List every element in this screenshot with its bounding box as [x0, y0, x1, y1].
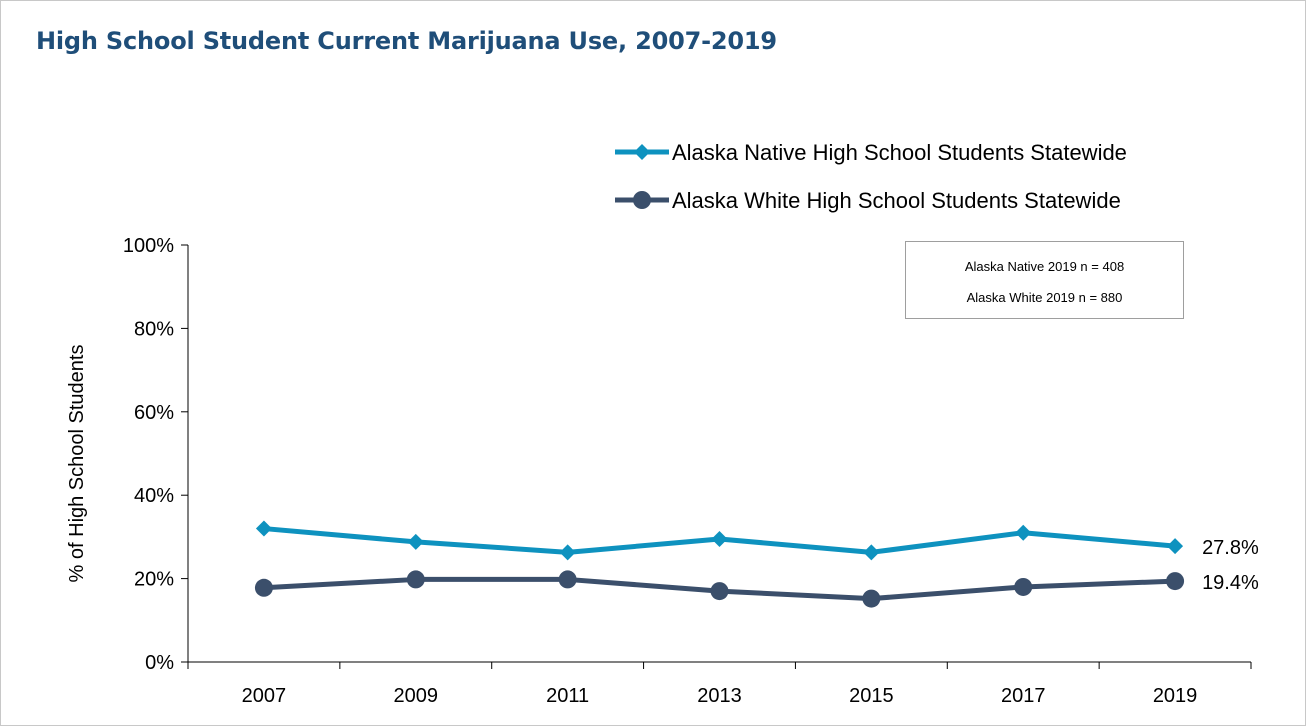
y-tick-label: 60%: [134, 402, 174, 424]
data-point: [559, 570, 577, 588]
note-line-native: Alaska Native 2019 n = 408: [906, 259, 1183, 274]
x-tick-label: 2011: [546, 685, 589, 707]
legend-label: Alaska Native High School Students State…: [672, 140, 1127, 165]
data-point: [711, 582, 729, 600]
legend-marker: [634, 144, 650, 160]
end-data-label: 19.4%: [1202, 572, 1259, 594]
y-tick-label: 40%: [134, 485, 174, 507]
series-2: 19.4%: [255, 570, 1259, 607]
x-tick-label: 2015: [849, 685, 894, 707]
y-tick-label: 0%: [145, 652, 174, 674]
data-point: [256, 521, 272, 537]
x-tick-label: 2013: [697, 685, 742, 707]
y-tick-label: 20%: [134, 569, 174, 591]
data-point: [863, 544, 879, 560]
data-point: [1015, 525, 1031, 541]
data-point: [862, 590, 880, 608]
y-tick-label: 100%: [123, 235, 174, 257]
x-tick-label: 2009: [394, 685, 439, 707]
data-point: [1166, 572, 1184, 590]
legend-marker: [633, 191, 651, 209]
sample-size-note: Alaska Native 2019 n = 408 Alaska White …: [905, 241, 1184, 319]
data-point: [255, 579, 273, 597]
y-tick-label: 80%: [134, 318, 174, 340]
legend-item-1: Alaska Native High School Students State…: [615, 140, 1127, 165]
data-point: [1167, 538, 1183, 554]
end-data-label: 27.8%: [1202, 537, 1259, 559]
data-point: [712, 531, 728, 547]
data-point: [408, 534, 424, 550]
series-1: 27.8%: [256, 521, 1259, 561]
data-point: [1014, 578, 1032, 596]
data-point: [407, 570, 425, 588]
legend-label: Alaska White High School Students Statew…: [672, 188, 1121, 213]
y-axis-title: % of High School Students: [66, 345, 88, 583]
x-tick-label: 2019: [1153, 685, 1198, 707]
x-tick-label: 2007: [242, 685, 287, 707]
legend-item-2: Alaska White High School Students Statew…: [615, 188, 1121, 213]
data-point: [560, 544, 576, 560]
x-tick-label: 2017: [1001, 685, 1046, 707]
note-line-white: Alaska White 2019 n = 880: [906, 290, 1183, 305]
